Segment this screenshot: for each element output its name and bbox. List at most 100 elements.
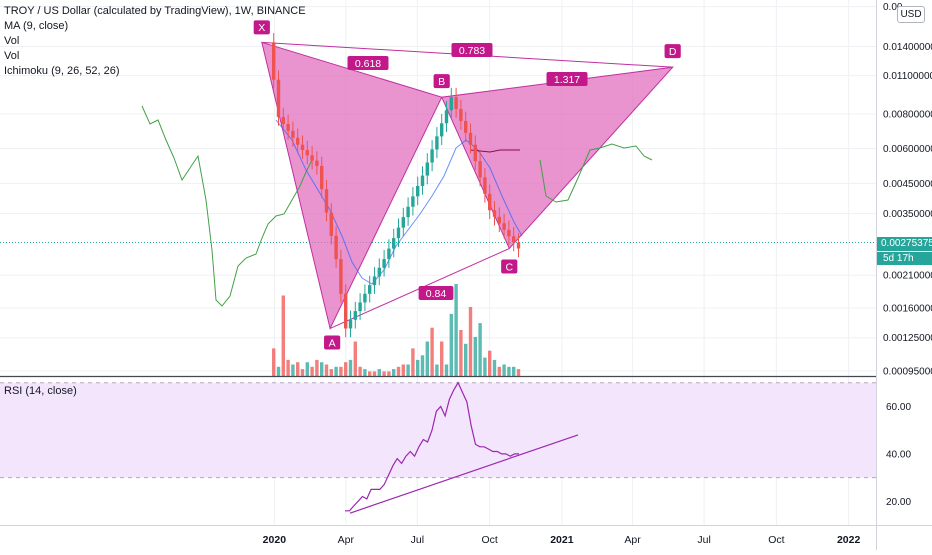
candlesticks: [272, 33, 521, 338]
last-price-label: 0.00275375: [877, 237, 932, 251]
volume-bar: [387, 371, 391, 376]
volume-bar: [492, 359, 497, 376]
candle-body: [473, 144, 477, 162]
volume-bar: [512, 366, 516, 376]
rsi-band-fill: [0, 382, 876, 478]
volume-bar: [464, 343, 468, 376]
candle-body: [401, 217, 405, 228]
ichimoku-lines: [141, 105, 653, 307]
candle-body: [372, 276, 377, 286]
candle-body: [353, 311, 357, 320]
candle-body: [305, 150, 309, 156]
currency-button[interactable]: USD: [897, 6, 925, 23]
rsi-trendline: [349, 434, 579, 514]
candle-body: [396, 227, 401, 239]
pattern-labels[interactable]: X A B C D 0.618 0.783 1.317 0.84: [253, 20, 681, 350]
x-tick-label: Jul: [697, 534, 710, 546]
volume-bar: [444, 364, 449, 376]
candle-body: [449, 97, 453, 111]
rsi-series: [345, 381, 579, 514]
rsi-line: [345, 381, 519, 512]
volume-bar: [291, 364, 295, 376]
candle-body: [406, 206, 410, 218]
ichimoku-lagging-span-2: [539, 143, 653, 203]
candle-body: [329, 212, 333, 236]
y-tick-label: 0.00450000: [883, 179, 932, 190]
volume-bar: [324, 364, 329, 376]
volume-bars: [272, 284, 521, 376]
point-label-d: D: [669, 46, 677, 58]
legend-indicator-vol[interactable]: Vol: [4, 35, 20, 47]
candle-body: [444, 110, 449, 124]
candle-body: [430, 149, 434, 163]
candle-body: [440, 123, 444, 137]
volume-bar: [272, 348, 276, 376]
volume-bar: [315, 359, 319, 376]
ratio-label-ac: 0.84: [426, 288, 447, 300]
candle-body: [310, 155, 314, 161]
volume-bar: [411, 348, 415, 376]
candle-body: [382, 259, 386, 268]
ma-line: [275, 119, 523, 285]
x-tick-label: Oct: [768, 534, 784, 546]
legend-title[interactable]: TROY / US Dollar (calculated by TradingV…: [4, 5, 306, 17]
volume-bar: [339, 366, 343, 376]
candle-body: [348, 319, 353, 329]
volume-bar: [435, 364, 439, 376]
ratio-label-ac-bg: [418, 286, 454, 300]
candle-body: [464, 120, 468, 133]
harmonic-pattern[interactable]: [261, 41, 674, 330]
volume-bar: [401, 364, 405, 376]
x-tick-label: 2020: [263, 534, 287, 546]
legend-indicator-vol-2[interactable]: Vol: [4, 50, 20, 62]
volume-bar: [368, 371, 372, 376]
volume-bar: [430, 327, 434, 376]
volume-bar: [483, 357, 487, 376]
rsi-tick-label: 60.00: [886, 402, 911, 413]
ratio-label-xd: 0.783: [459, 45, 485, 57]
volume-bar: [459, 330, 463, 376]
candle-body: [392, 238, 396, 249]
x-tick-label: Apr: [624, 534, 641, 546]
candle-body: [516, 242, 521, 249]
y-tick-label: 0.01400000: [883, 42, 932, 53]
y-tick-label: 0.01100000: [883, 71, 932, 82]
volume-bar: [488, 350, 492, 376]
legend-indicator-ma[interactable]: MA (9, close): [4, 20, 69, 32]
candle-body: [300, 144, 305, 151]
legend-indicator-ichimoku[interactable]: Ichimoku (9, 26, 52, 26): [4, 65, 120, 77]
candle-body: [291, 130, 295, 138]
candle-body: [363, 293, 367, 303]
y-tick-label: 0.00350000: [883, 209, 932, 220]
volume-bar: [454, 284, 458, 376]
point-label-x-bg: [253, 20, 270, 35]
y-tick-label: 0.00125000: [883, 333, 932, 344]
volume-bar: [497, 366, 501, 376]
point-label-c: C: [505, 261, 513, 273]
volume-bar: [300, 369, 305, 376]
candle-body: [507, 229, 511, 237]
pattern-triangle-xab: [261, 41, 443, 330]
volume-bar: [296, 362, 300, 376]
point-label-a: A: [329, 337, 336, 349]
y-tick-label: 0.00210000: [883, 271, 932, 282]
x-tick-label: 2022: [837, 534, 861, 546]
volume-bar: [416, 359, 420, 376]
candle-body: [420, 175, 425, 186]
rsi-legend[interactable]: RSI (14, close): [4, 385, 77, 397]
ichimoku-lagging-span: [141, 105, 313, 307]
chart-legend: TROY / US Dollar (calculated by TradingV…: [4, 4, 306, 79]
volume-bar: [344, 362, 348, 376]
volume-bar: [507, 366, 511, 376]
candle-body: [276, 79, 281, 118]
candle-body: [334, 235, 338, 260]
candle-body: [320, 165, 324, 190]
candle-body: [454, 97, 458, 110]
candle-body: [425, 162, 429, 176]
bar-countdown-label: 5d 17h: [877, 252, 932, 265]
x-tick-label: 2021: [550, 534, 574, 546]
candle-body: [459, 109, 463, 121]
